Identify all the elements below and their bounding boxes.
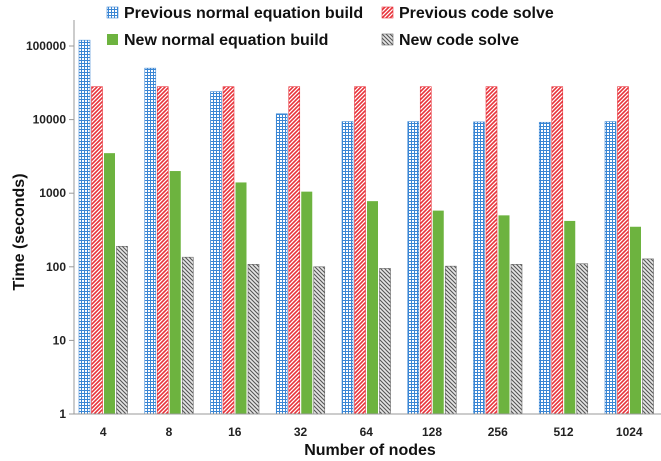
legend: Previous normal equation build Previous c… [106, 5, 554, 49]
y-tick-label: 100000 [26, 39, 66, 53]
bar-3-1024 [630, 226, 641, 414]
legend-label-3: New normal equation build [124, 32, 328, 49]
bar-3-32 [301, 191, 313, 414]
bar-2-32 [288, 86, 301, 415]
bar-1-1024 [604, 121, 617, 415]
bar-1-16 [210, 91, 222, 415]
bar-4-4 [116, 245, 128, 415]
x-tick-label: 1024 [616, 425, 643, 439]
legend-label-1: Previous normal equation build [124, 5, 363, 22]
bar-3-8 [169, 171, 181, 414]
bar-3-64 [367, 201, 378, 414]
bar-2-128 [419, 86, 432, 415]
y-tick-label: 100 [46, 260, 66, 274]
y-axis: 1 10 100 1000 10000 100000 [26, 20, 75, 421]
legend-swatch-4 [381, 33, 394, 46]
bar-4-128 [444, 265, 457, 415]
bar-1-512 [538, 121, 551, 415]
bar-4-8 [181, 256, 194, 415]
bar-2-256 [485, 86, 498, 415]
x-axis-title: Number of nodes [304, 442, 436, 459]
bar-4-512 [576, 263, 589, 415]
x-tick-label: 128 [422, 425, 442, 439]
bar-2-512 [551, 86, 564, 415]
bar-4-256 [510, 264, 523, 415]
bar-2-1024 [617, 86, 629, 415]
bar-3-256 [498, 215, 510, 414]
x-axis: 4 8 16 32 64 128 256 512 1024 [74, 413, 661, 439]
x-tick-label: 32 [294, 425, 308, 439]
bars [78, 39, 654, 415]
legend-label-4: New code solve [399, 32, 519, 49]
bar-4-1024 [642, 258, 654, 415]
y-axis-title: Time (seconds) [11, 173, 28, 290]
legend-swatch-3 [107, 34, 118, 45]
bar-3-4 [104, 153, 115, 414]
y-tick-label: 10000 [33, 113, 67, 127]
bar-2-8 [156, 86, 169, 415]
x-tick-label: 512 [553, 425, 573, 439]
x-tick-label: 256 [488, 425, 508, 439]
bar-2-64 [354, 86, 366, 415]
y-tick-label: 1 [59, 407, 66, 421]
bar-4-16 [247, 264, 260, 415]
y-tick-label: 10 [53, 333, 67, 347]
bar-3-128 [432, 210, 444, 414]
bar-2-16 [222, 86, 235, 415]
legend-swatch-1 [106, 6, 119, 19]
bar-1-128 [407, 121, 420, 415]
x-tick-label: 16 [228, 425, 242, 439]
x-tick-label: 8 [166, 425, 173, 439]
bar-2-4 [91, 86, 103, 415]
y-tick-label: 1000 [39, 186, 66, 200]
legend-label-2: Previous code solve [399, 5, 554, 22]
bar-1-4 [78, 39, 91, 415]
bar-1-256 [473, 121, 485, 415]
x-tick-label: 64 [360, 425, 374, 439]
bar-4-64 [379, 268, 391, 415]
bar-3-16 [235, 182, 247, 414]
bar-1-32 [275, 113, 288, 415]
bar-4-32 [313, 266, 326, 415]
bar-3-512 [564, 220, 576, 414]
bar-1-8 [144, 67, 157, 415]
x-tick-label: 4 [100, 425, 107, 439]
legend-swatch-2 [381, 6, 394, 19]
bar-1-64 [341, 121, 354, 415]
